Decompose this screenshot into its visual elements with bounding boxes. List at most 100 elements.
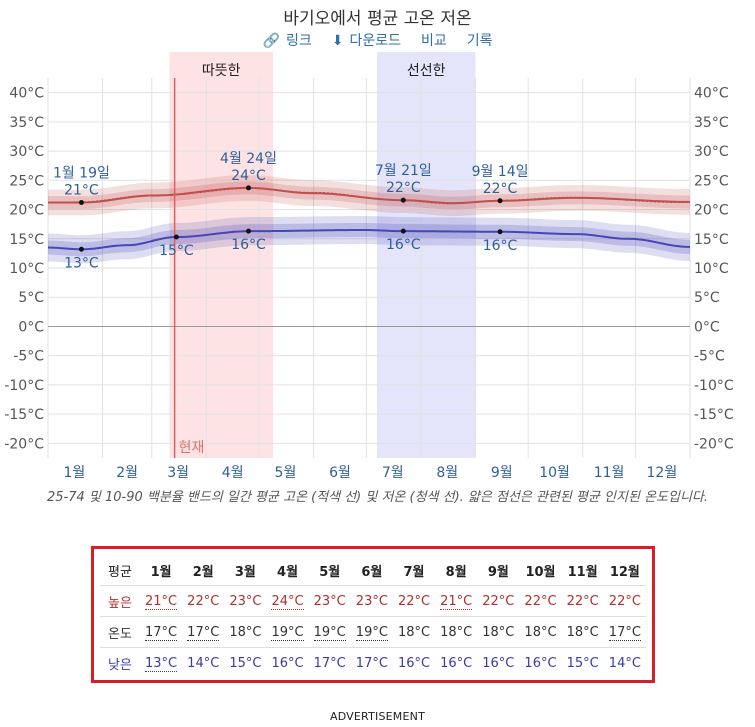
table-cell: 19°C: [271, 624, 304, 641]
season-label-1: 선선한: [407, 63, 446, 79]
averages-table-box: 평균 1월 2월 3월 4월 5월 6월 7월 8월 9월 10월 11월 12월 높은 21°C 22°…: [91, 546, 655, 683]
x-tick-label: 2월: [116, 465, 138, 481]
marker-date-label: 9월 14일: [472, 164, 529, 180]
y-tick-label-left: -10°C: [4, 378, 44, 394]
marker-value-label: 13°C: [64, 255, 99, 271]
page-title: 바기오에서 평균 고온 저온: [283, 9, 472, 29]
chart-caption: 25-74 및 10-90 백분율 밴드의 일간 평균 고온 (적색 선) 및 …: [46, 490, 709, 505]
y-tick-label-right: -15°C: [694, 407, 734, 423]
table-row-label: 온도: [108, 626, 132, 642]
table-cell: 16°C: [482, 655, 515, 671]
x-tick-label: 11월: [594, 465, 625, 481]
y-tick-label-left: 40°C: [9, 86, 44, 102]
table-month-3: 3월: [234, 564, 256, 580]
y-tick-label-right: 35°C: [694, 115, 729, 131]
table-month-9: 9월: [487, 564, 509, 580]
table-cell: 17°C: [187, 624, 220, 641]
marker-value-label: 16°C: [386, 237, 421, 253]
table-row: 낮은 13°C 14°C 15°C 16°C 17°C 17°C 16°C 16°C 16°C 16…: [100, 647, 646, 679]
table-row-label: 낮은: [108, 657, 132, 673]
season-band-1: [376, 52, 476, 458]
y-tick-label-left: 0°C: [18, 319, 44, 335]
data-point-marker: [246, 228, 252, 234]
x-tick-label: 8월: [436, 465, 458, 481]
y-tick-label-right: 15°C: [694, 232, 729, 248]
link-icon: 🔗: [262, 33, 280, 49]
table-cell: 22°C: [566, 593, 599, 609]
table-cell: 17°C: [355, 655, 388, 671]
table-cell: 22°C: [482, 593, 515, 609]
table-cell: 22°C: [187, 593, 220, 609]
link-3[interactable]: 기록: [467, 33, 493, 49]
table-cell: 16°C: [524, 655, 557, 671]
y-tick-label-right: -20°C: [694, 436, 734, 452]
marker-date-label: 7월 21일: [375, 163, 432, 179]
y-tick-label-left: -20°C: [4, 436, 44, 452]
table-cell: 21°C: [145, 593, 178, 610]
table-row: 높은 21°C 22°C 23°C 24°C 23°C 23°C 22°C 21°C 22°C 22…: [100, 585, 646, 617]
table-cell: 16°C: [271, 655, 304, 671]
y-tick-label-left: 15°C: [9, 232, 44, 248]
table-cell: 17°C: [313, 655, 346, 671]
table-month-12: 12월: [609, 564, 640, 580]
table-cell: 13°C: [145, 655, 178, 672]
x-tick-label: 12월: [647, 465, 678, 481]
marker-value-label: 16°C: [231, 237, 266, 253]
table-row-label: 높은: [108, 595, 132, 611]
y-tick-label-left: -5°C: [13, 349, 44, 365]
x-tick-label: 1월: [63, 465, 85, 481]
y-tick-label-left: 25°C: [9, 173, 44, 189]
low-temperature-line: [47, 228, 691, 251]
marker-value-label: 22°C: [483, 181, 518, 197]
link-bar: 🔗 링크 ⬇ 다운로드 비교 기록: [0, 30, 755, 50]
y-tick-label-right: 5°C: [694, 290, 720, 306]
season-label-0: 따뜻한: [202, 63, 241, 79]
high-temperature-line: [48, 186, 691, 205]
table-header-label: 평균: [108, 564, 132, 580]
table-cell: 22°C: [524, 593, 557, 609]
x-tick-label: 9월: [491, 465, 513, 481]
y-tick-label-left: 10°C: [9, 261, 44, 277]
table-cell: 15°C: [566, 655, 599, 671]
table-cell: 22°C: [397, 593, 431, 609]
table-cell: 19°C: [355, 624, 388, 641]
link-1[interactable]: ⬇ 다운로드: [332, 33, 401, 49]
data-point-marker: [400, 228, 406, 234]
marker-date-label: 4월 24일: [220, 151, 277, 167]
table-cell: 23°C: [313, 593, 346, 609]
link-label: 링크: [285, 33, 312, 49]
link-label: 다운로드: [349, 33, 401, 49]
table-cell: 14°C: [187, 655, 220, 671]
season-band-0: [169, 52, 274, 458]
table-row: 온도 17°C 17°C 18°C 19°C 19°C 19°C 18°C 18°C 18°C 18…: [100, 616, 646, 648]
table-month-1: 1월: [150, 564, 172, 580]
y-tick-label-right: 10°C: [694, 261, 729, 277]
data-point-marker: [246, 185, 252, 191]
link-label: 비교: [420, 33, 447, 49]
link-2[interactable]: 비교: [421, 33, 447, 49]
data-point-marker: [400, 197, 406, 203]
table-month-11: 11월: [567, 564, 598, 580]
data-point-marker: [78, 200, 84, 206]
link-0[interactable]: 🔗 링크: [263, 33, 312, 49]
y-tick-label-left: 20°C: [9, 203, 44, 219]
table-cell: 18°C: [566, 624, 599, 640]
table-cell: 23°C: [229, 593, 262, 609]
table-cell: 23°C: [355, 593, 388, 609]
table-month-2: 2월: [192, 564, 214, 580]
y-tick-label-left: 35°C: [9, 115, 44, 131]
y-tick-label-right: 40°C: [694, 86, 729, 102]
table-cell: 17°C: [145, 624, 178, 641]
marker-date-label: 1월 19일: [53, 166, 110, 182]
y-tick-label-right: -10°C: [694, 378, 734, 394]
x-tick-label: 7월: [382, 465, 404, 481]
table-cell: 24°C: [271, 593, 304, 610]
table-month-4: 4월: [277, 564, 299, 580]
table-month-7: 7월: [403, 564, 425, 580]
marker-value-label: 15°C: [159, 243, 194, 259]
table-cell: 19°C: [313, 624, 346, 641]
table-month-6: 6월: [361, 564, 383, 580]
y-tick-label-left: -15°C: [4, 407, 44, 423]
table-cell: 22°C: [608, 593, 641, 609]
table-month-10: 10월: [525, 564, 556, 580]
